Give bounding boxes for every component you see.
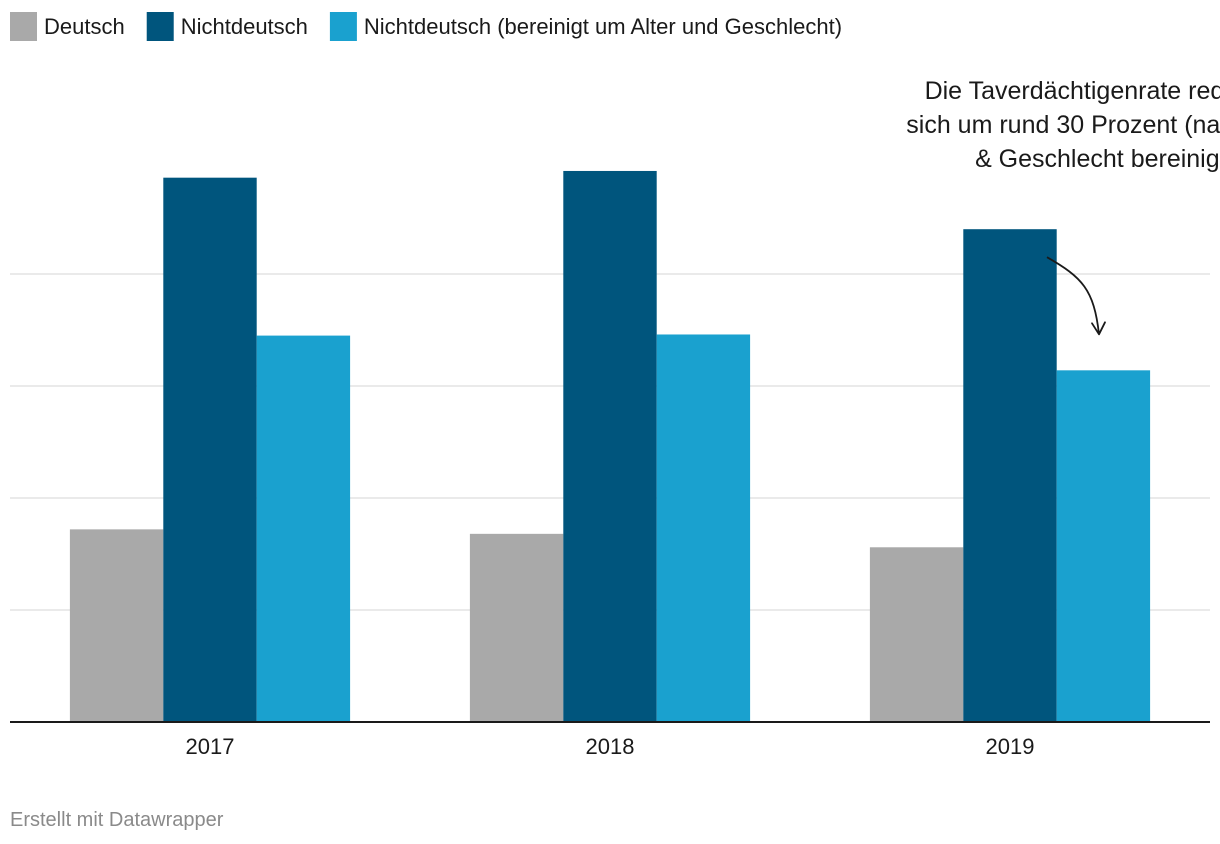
bar-2017-nichtdeutsch-bereinigt-um-alter-und-geschlecht[interactable] bbox=[256, 335, 351, 722]
legend-swatch-3 bbox=[329, 12, 357, 41]
bar-2019-nichtdeutsch[interactable] bbox=[963, 229, 1057, 722]
legend-label-deutsch: Deutsch bbox=[44, 14, 125, 39]
bar-2017-deutsch[interactable] bbox=[69, 529, 164, 722]
legend-swatch-2 bbox=[146, 12, 174, 41]
bar-2017-nichtdeutsch[interactable] bbox=[163, 177, 257, 722]
bar-2018-deutsch[interactable] bbox=[469, 533, 564, 722]
legend: Deutsch Nichtdeutsch Nichtdeutsch (bereini… bbox=[10, 12, 842, 41]
credit-text[interactable]: Erstellt mit Datawrapper bbox=[10, 809, 224, 831]
bar-2019-nichtdeutsch-bereinigt-um-alter-und-geschlecht[interactable] bbox=[1056, 370, 1151, 722]
x-tick-label-2019: 2019 bbox=[986, 734, 1035, 759]
annotation-line-1: Die Taverdächtigenrate reduziert bbox=[925, 77, 1220, 105]
bar-2018-nichtdeutsch[interactable] bbox=[563, 170, 657, 722]
annotation: Die Taverdächtigenrate reduziert sich um … bbox=[906, 77, 1220, 336]
x-tick-label-2018: 2018 bbox=[586, 734, 635, 759]
x-axis-tick-labels: 2017 2018 2019 bbox=[186, 734, 1035, 759]
annotation-arrowhead bbox=[1091, 321, 1106, 336]
annotation-line-2: sich um rund 30 Prozent (nach Alter bbox=[906, 111, 1220, 139]
annotation-line-3: & Geschlecht bereinigt) bbox=[975, 145, 1220, 173]
x-tick-label-2017: 2017 bbox=[186, 734, 235, 759]
legend-label-nichtdeutsch-bereinigt-um-alter-und-geschlecht: Nichtdeutsch (bereinigt um Alter und Ges… bbox=[364, 14, 842, 39]
bar-2018-nichtdeutsch-bereinigt-um-alter-und-geschlecht[interactable] bbox=[656, 334, 751, 722]
legend-swatch-1 bbox=[10, 12, 37, 41]
annotation-arrow bbox=[1046, 256, 1100, 335]
bar-2019-deutsch[interactable] bbox=[869, 547, 964, 722]
legend-label-nichtdeutsch: Nichtdeutsch bbox=[181, 14, 308, 39]
bars bbox=[69, 170, 1151, 722]
